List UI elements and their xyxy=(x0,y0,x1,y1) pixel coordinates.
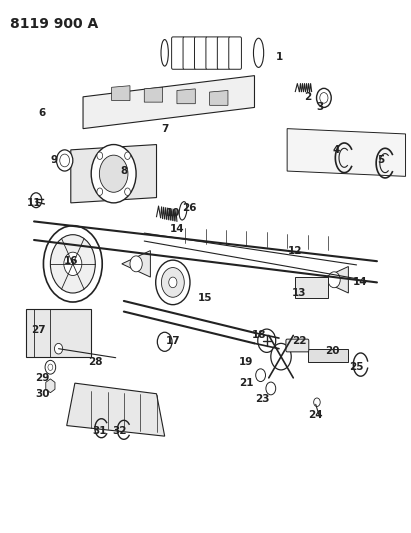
Circle shape xyxy=(125,152,130,159)
Polygon shape xyxy=(287,128,406,176)
Circle shape xyxy=(51,235,95,293)
Circle shape xyxy=(30,193,42,208)
Circle shape xyxy=(97,152,103,159)
Ellipse shape xyxy=(179,201,187,220)
Circle shape xyxy=(258,329,276,352)
Circle shape xyxy=(91,144,136,203)
Text: 10: 10 xyxy=(166,208,180,219)
Circle shape xyxy=(99,155,128,192)
FancyBboxPatch shape xyxy=(286,339,309,352)
Text: 21: 21 xyxy=(239,378,254,388)
Circle shape xyxy=(48,364,53,370)
Text: 20: 20 xyxy=(325,346,339,357)
Polygon shape xyxy=(210,91,228,106)
Text: 30: 30 xyxy=(35,389,49,399)
Ellipse shape xyxy=(161,39,169,66)
Text: 32: 32 xyxy=(113,426,127,436)
Text: 27: 27 xyxy=(31,325,46,335)
FancyBboxPatch shape xyxy=(217,37,230,69)
Text: 12: 12 xyxy=(288,246,302,256)
Text: 7: 7 xyxy=(161,124,169,134)
Circle shape xyxy=(271,343,291,370)
Circle shape xyxy=(316,88,331,108)
Text: 26: 26 xyxy=(182,203,196,213)
FancyBboxPatch shape xyxy=(229,37,241,69)
Text: 19: 19 xyxy=(239,357,254,367)
Text: 16: 16 xyxy=(64,256,78,266)
Circle shape xyxy=(156,260,190,305)
Circle shape xyxy=(60,154,69,167)
Circle shape xyxy=(169,277,177,288)
Text: 22: 22 xyxy=(292,336,307,346)
Polygon shape xyxy=(112,86,130,101)
Text: 14: 14 xyxy=(353,277,368,287)
Text: 18: 18 xyxy=(251,330,266,341)
Circle shape xyxy=(45,360,55,374)
Text: 6: 6 xyxy=(39,108,46,118)
Circle shape xyxy=(64,252,82,276)
Text: 14: 14 xyxy=(170,224,184,235)
Text: 24: 24 xyxy=(308,410,323,420)
Text: 1: 1 xyxy=(275,52,283,62)
Polygon shape xyxy=(71,144,157,203)
Circle shape xyxy=(125,188,130,196)
Circle shape xyxy=(157,332,172,351)
Circle shape xyxy=(256,369,266,382)
Circle shape xyxy=(55,343,62,354)
Circle shape xyxy=(97,188,103,196)
Polygon shape xyxy=(177,89,195,104)
Text: 31: 31 xyxy=(92,426,106,436)
Circle shape xyxy=(56,150,73,171)
Text: 29: 29 xyxy=(35,373,49,383)
Circle shape xyxy=(320,93,328,103)
FancyBboxPatch shape xyxy=(183,37,196,69)
Text: 8119 900 A: 8119 900 A xyxy=(9,17,98,31)
Text: 2: 2 xyxy=(304,92,311,102)
Text: 13: 13 xyxy=(292,288,307,298)
Text: 5: 5 xyxy=(377,156,385,165)
Polygon shape xyxy=(83,76,254,128)
Text: 11: 11 xyxy=(27,198,41,208)
Text: 23: 23 xyxy=(255,394,270,404)
Circle shape xyxy=(130,256,142,272)
Circle shape xyxy=(162,268,184,297)
Text: 8: 8 xyxy=(120,166,127,176)
Text: 17: 17 xyxy=(166,336,180,346)
Text: 4: 4 xyxy=(332,145,340,155)
Polygon shape xyxy=(296,277,328,298)
FancyBboxPatch shape xyxy=(206,37,219,69)
Ellipse shape xyxy=(254,38,264,67)
Text: 28: 28 xyxy=(88,357,102,367)
Circle shape xyxy=(44,225,102,302)
Text: 3: 3 xyxy=(316,102,323,112)
Circle shape xyxy=(314,398,320,407)
Polygon shape xyxy=(144,87,163,102)
Polygon shape xyxy=(320,266,349,293)
Text: 9: 9 xyxy=(51,156,58,165)
Text: 25: 25 xyxy=(349,362,364,372)
Text: 15: 15 xyxy=(198,293,213,303)
Polygon shape xyxy=(26,309,91,357)
FancyBboxPatch shape xyxy=(172,37,184,69)
Polygon shape xyxy=(307,349,349,362)
Polygon shape xyxy=(122,251,150,277)
Circle shape xyxy=(266,382,276,395)
Circle shape xyxy=(328,272,340,288)
FancyBboxPatch shape xyxy=(194,37,207,69)
Polygon shape xyxy=(67,383,165,436)
